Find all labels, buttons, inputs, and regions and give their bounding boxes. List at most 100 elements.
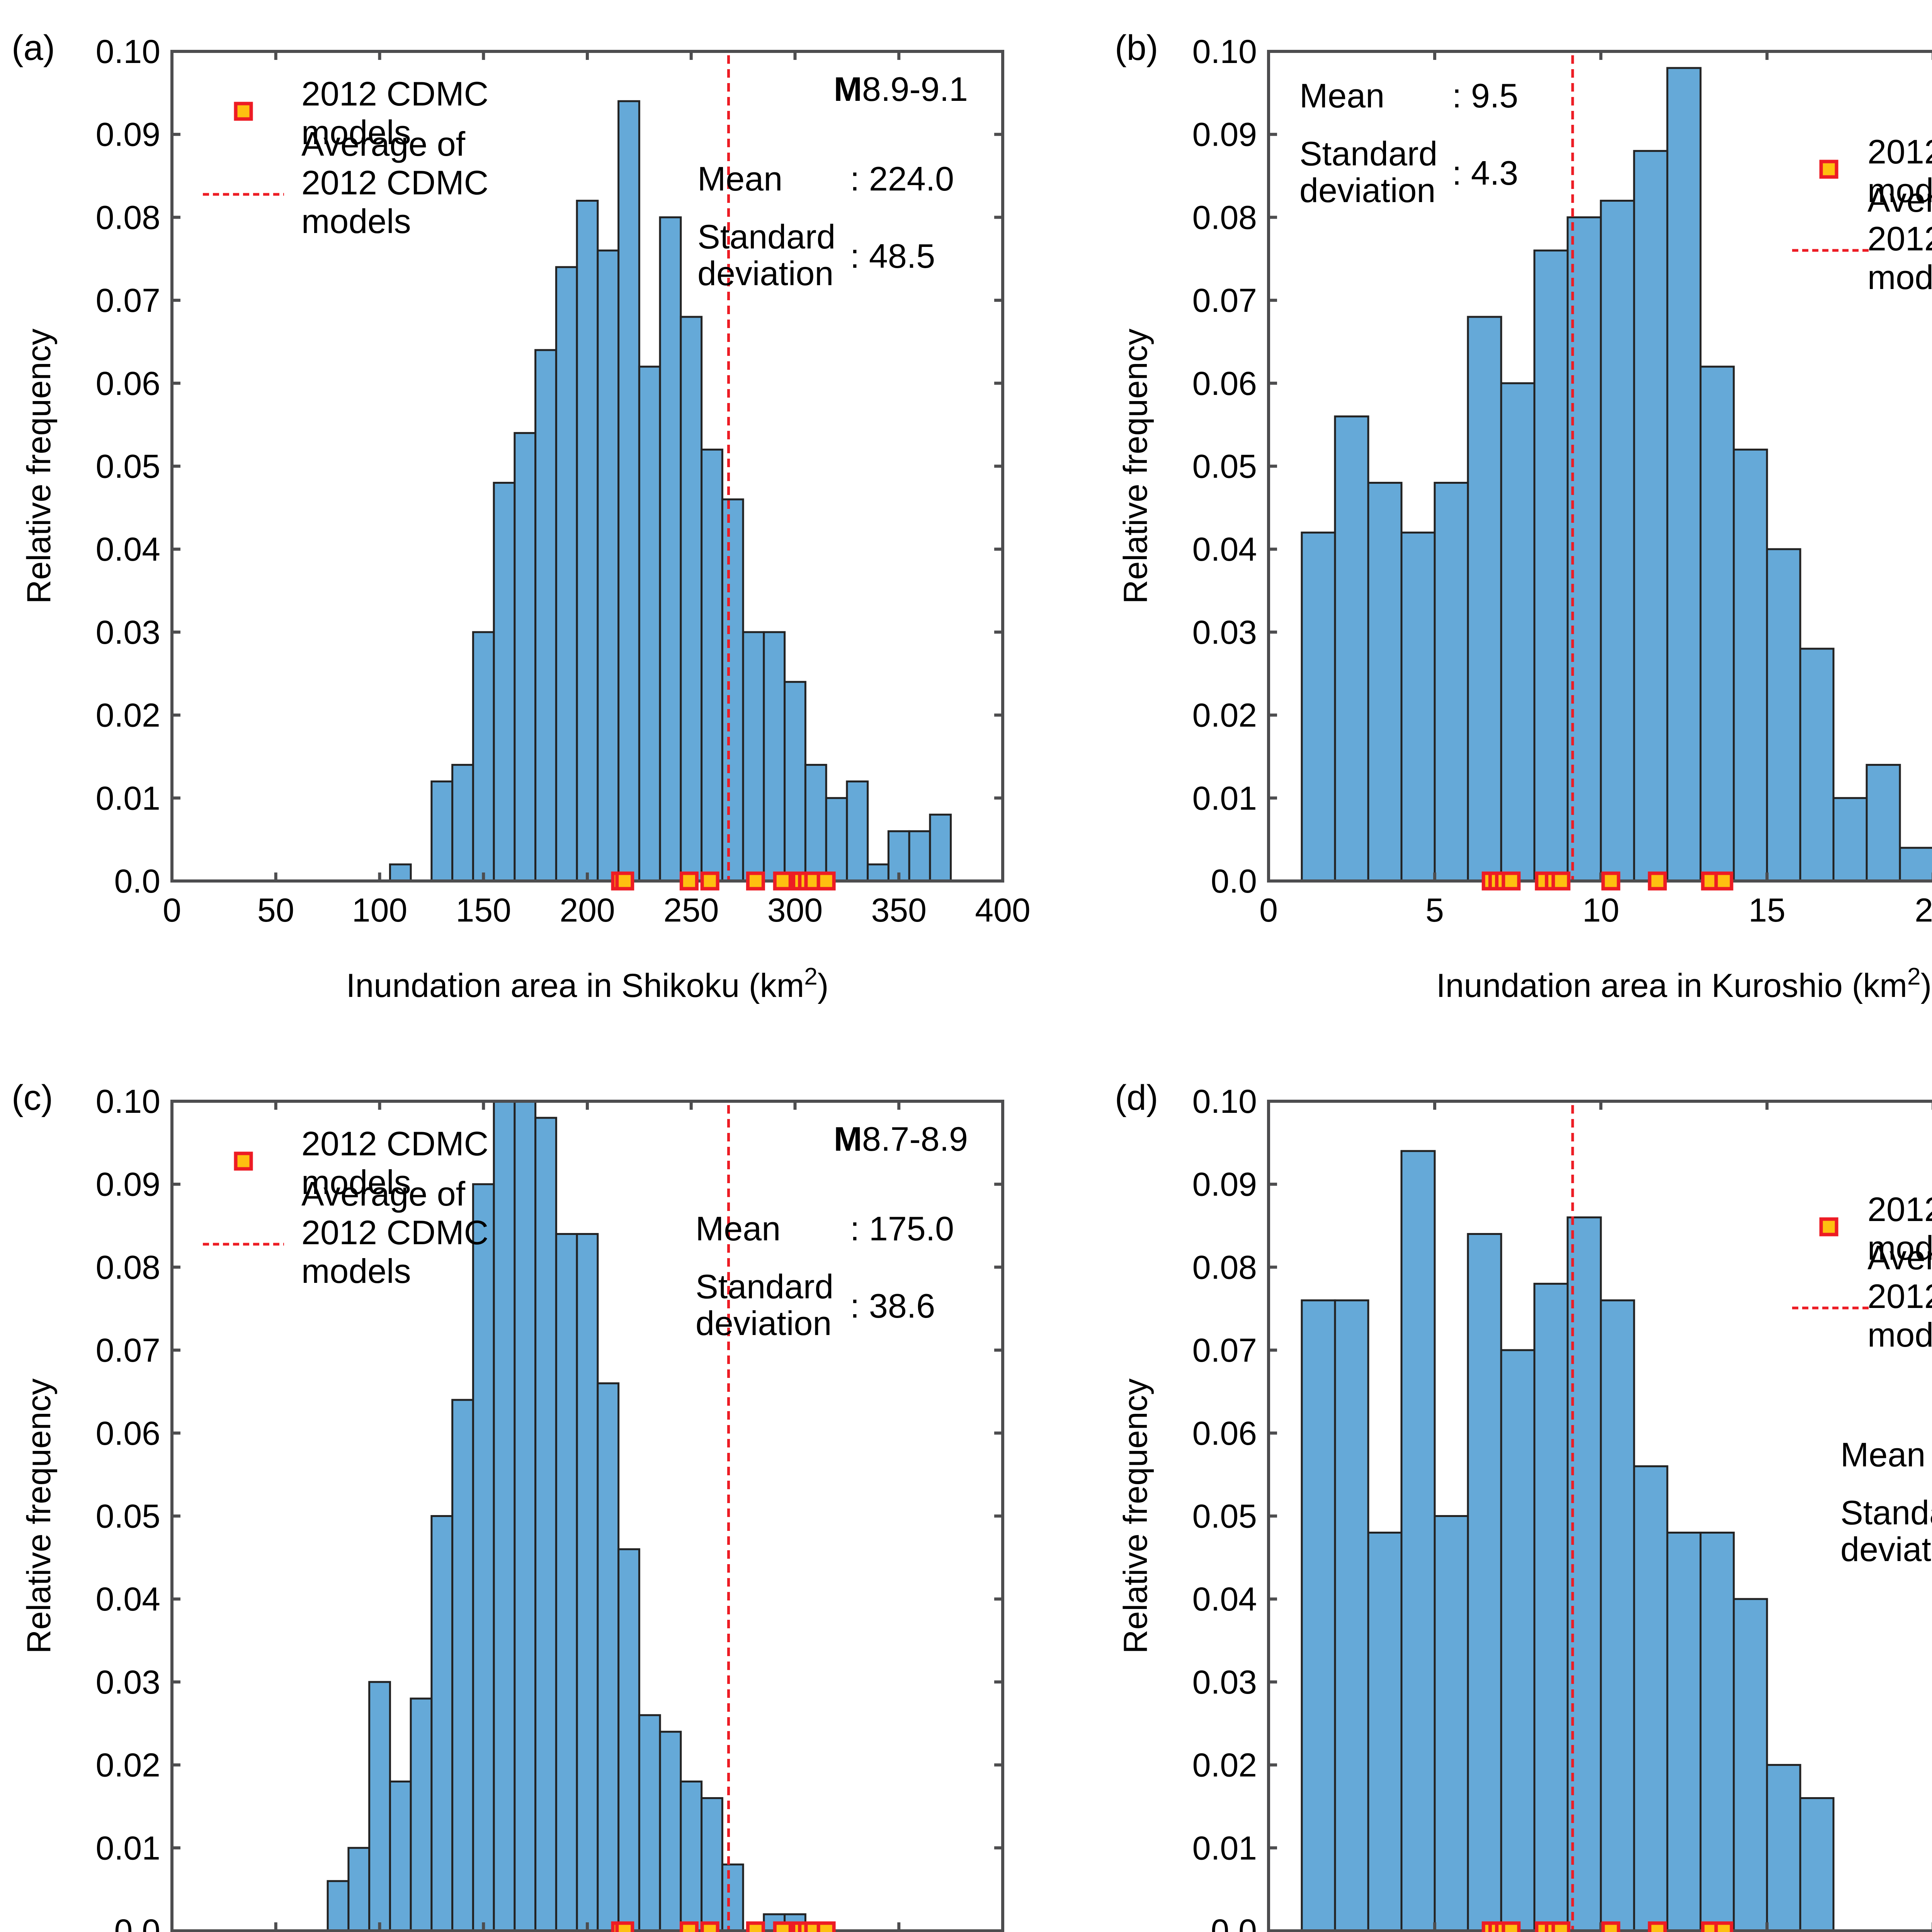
cdmc-model-marker — [1502, 871, 1521, 891]
histogram-bar — [1500, 382, 1536, 882]
cdmc-model-marker — [773, 1921, 792, 1932]
histogram-bar — [680, 1781, 703, 1932]
legend-average-label: Average of — [1867, 181, 1932, 219]
histogram-bar — [804, 764, 827, 882]
histogram-bar — [597, 1382, 620, 1932]
magnitude-prefix: M — [834, 70, 862, 108]
histogram-bar — [410, 1697, 433, 1932]
histogram-bar — [534, 1117, 557, 1932]
histogram-bar — [1533, 249, 1569, 882]
legend-average-label: models — [1867, 1316, 1932, 1354]
x-axis-title-end: ) — [1920, 967, 1932, 1004]
magnitude-prefix: M — [834, 1120, 862, 1158]
panel-a: 0 50 100 150 200 250 300 350 400 0.0 0.01 0.02 0.03 0… — [12, 28, 1031, 1004]
y-tick-label: 0.10 — [96, 1083, 160, 1120]
cdmc-model-marker — [1648, 871, 1667, 891]
x-tick-label: 0 — [1259, 892, 1278, 929]
magnitude-label: M8.7-8.9 — [834, 1120, 968, 1158]
y-tick-label: 0.04 — [96, 1581, 160, 1618]
x-tick-label: 10 — [1582, 892, 1619, 929]
histogram-bar — [534, 349, 557, 882]
magnitude-range: 8.7-8.9 — [862, 1120, 968, 1158]
legend-marker-icon — [234, 102, 253, 121]
mean-value: : 175.0 — [850, 1209, 954, 1248]
histogram-bar — [1699, 1531, 1735, 1932]
x-tick-label: 50 — [257, 892, 294, 929]
histogram-bar — [430, 1515, 454, 1932]
y-tick-label: 0.06 — [1192, 365, 1257, 402]
y-tick-label: 0.03 — [96, 1664, 160, 1701]
y-tick-label: 0.06 — [96, 1415, 160, 1452]
histogram-bar — [825, 797, 848, 882]
panel-label: (b) — [1115, 28, 1158, 68]
histogram-bar — [867, 863, 889, 882]
y-tick-label: 0.04 — [96, 531, 160, 568]
y-tick-label: 0.07 — [96, 1332, 160, 1369]
legend-markers-label: 2012 CDMC — [1867, 133, 1932, 171]
y-tick-label: 0.03 — [96, 614, 160, 651]
x-tick-label: 20 — [1915, 892, 1932, 929]
histogram-bar — [1434, 481, 1469, 882]
panel-label: (c) — [12, 1078, 53, 1117]
histogram-bar — [389, 1781, 412, 1932]
sd-label: Standard — [696, 1267, 833, 1306]
y-tick-label: 0.05 — [1192, 1498, 1257, 1535]
histogram-bar — [1799, 648, 1835, 882]
histogram-bar — [763, 631, 786, 882]
cdmc-model-marker — [1551, 1921, 1571, 1932]
legend-average-label: 2012 CDMC — [1867, 1277, 1932, 1315]
histogram-bar — [1500, 1349, 1536, 1932]
y-tick-label: 0.09 — [96, 116, 160, 153]
histogram-bar — [617, 1548, 640, 1932]
cdmc-model-markers — [1481, 871, 1733, 891]
y-tick-label: 0.06 — [1192, 1415, 1257, 1452]
cdmc-model-marker — [746, 1921, 765, 1932]
histogram-bar — [1733, 1598, 1768, 1932]
histogram-bars — [1301, 1150, 1835, 1932]
histogram-bar — [368, 1681, 391, 1932]
histogram-bar — [1467, 316, 1502, 882]
legend-average-label: 2012 CDMC — [301, 163, 488, 202]
legend-marker-icon — [1819, 160, 1838, 179]
histogram-bar — [659, 216, 682, 882]
panel-d: 05101520250.00.010.020.030.040.050.060.0… — [1115, 1078, 1932, 1932]
x-axis-title-end: ) — [818, 967, 829, 1004]
y-tick-label: 0.0 — [1211, 863, 1257, 900]
legend-average-label: Average of — [301, 125, 466, 163]
y-tick-label: 0.04 — [1192, 1581, 1257, 1618]
cdmc-model-marker — [615, 1921, 634, 1932]
sd-label: deviation — [696, 1304, 832, 1342]
x-axis-title: Inundation area in Kuroshio (km2) — [1436, 963, 1932, 1004]
histogram-bar — [1367, 481, 1403, 882]
y-tick-label: 0.01 — [1192, 780, 1257, 817]
cdmc-model-marker — [679, 1921, 699, 1932]
legend-markers-label: models — [301, 113, 411, 151]
histogram-bar — [638, 1714, 661, 1932]
mean-value: : 9.5 — [1452, 77, 1518, 115]
histogram-bar — [721, 1863, 744, 1932]
histogram-bar — [1633, 150, 1668, 882]
x-tick-label: 5 — [1425, 892, 1444, 929]
histogram-bar — [1566, 1216, 1602, 1932]
histogram-bar — [1533, 1282, 1569, 1932]
histogram-bar — [617, 100, 640, 882]
histogram-bar — [1832, 797, 1868, 882]
histogram-bar — [1367, 1531, 1403, 1932]
histogram-bar — [1600, 199, 1635, 882]
y-tick-label: 0.10 — [1192, 1083, 1257, 1120]
y-tick-label: 0.02 — [96, 697, 160, 734]
sd-label: Standard — [697, 218, 835, 256]
cdmc-model-marker — [1648, 1921, 1667, 1932]
histogram-bar — [680, 316, 703, 882]
y-tick-label: 0.0 — [114, 863, 160, 900]
legend-average-label: models — [1867, 258, 1932, 296]
histogram-bar — [493, 481, 516, 882]
y-tick-label: 0.03 — [1192, 614, 1257, 651]
histogram-bar — [1866, 764, 1901, 882]
cdmc-model-marker — [700, 871, 719, 891]
histogram-bars — [1301, 67, 1932, 882]
